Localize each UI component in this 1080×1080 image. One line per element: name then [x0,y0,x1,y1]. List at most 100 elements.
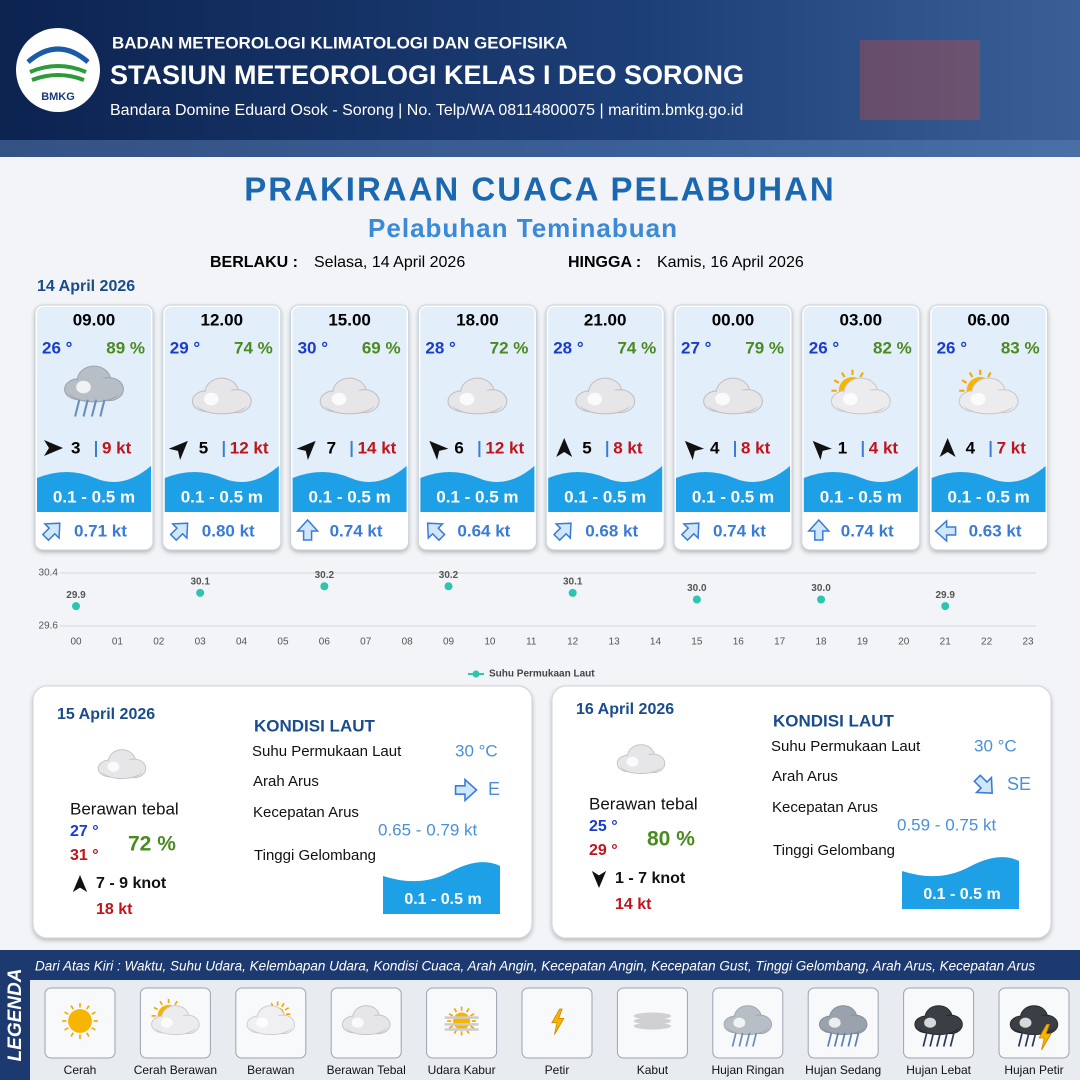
rain [90,399,98,417]
icon [62,1003,98,1039]
sun-ray [833,379,840,384]
cloud [961,389,1016,413]
cloud [76,380,91,394]
sea-value: 0.1 - 0.5 m [923,886,1000,903]
wave [383,862,500,914]
current-arrow [454,777,478,803]
slot-temp: 28 ° [425,338,456,357]
slot-temp: 26 ° [809,338,840,357]
sun-ray [174,1000,178,1006]
sea-label: Tinggi Gelombang [773,842,895,859]
wind-arrow [72,875,88,893]
sea-label: Suhu Permukaan Laut [771,738,921,755]
cloud [833,389,889,413]
cloud [733,1017,746,1028]
wave [292,466,407,512]
cloud [66,377,122,401]
current-arrow [295,518,320,541]
rain [752,1032,758,1047]
slot-humidity: 89 % [106,338,145,357]
slot-temp: 29 ° [170,338,201,357]
sun-ray [281,1002,285,1008]
sea-value: 0.59 - 0.75 kt [897,815,997,834]
cloud [1019,1017,1032,1028]
value-label: 30.1 [563,577,583,588]
sea-title: KONDISI LAUT [773,711,895,730]
slot-current: 0.64 kt [457,521,510,540]
cloud [153,1015,198,1034]
sun-ray [86,1032,90,1037]
icon [97,749,147,780]
legend-item: Petir [545,1063,570,1077]
sea-label: Kecepatan Arus [253,804,359,821]
logo [16,28,100,112]
rain [840,1032,846,1047]
icon [64,365,124,417]
validity-label: HINGGA : [568,254,641,271]
sun-ray [465,1008,470,1013]
sun [453,1012,471,1030]
rain [833,1032,839,1047]
value-label: 30.1 [190,577,210,588]
logo-mark [29,64,87,82]
subtitle: Pelabuhan Teminabuan [368,213,678,243]
x-tick-label: 15 [691,637,703,648]
sun-ray [91,1027,96,1031]
legend-item: Kabut [637,1063,669,1077]
slot-gust: 4 kt [869,438,899,457]
bolt [551,1008,565,1035]
sea-value: 0.1 - 0.5 m [404,891,481,908]
legend-band [0,950,1080,980]
cloud [107,761,120,772]
x-tick-label: 02 [153,637,165,648]
fog [633,1022,672,1030]
x-tick-label: 00 [70,637,82,648]
icon [914,1005,963,1047]
cloud [970,392,986,406]
icon [319,377,380,415]
icon [191,377,252,415]
icon [151,998,200,1036]
icon [444,1006,479,1036]
value-label: 29.9 [66,590,86,601]
legend-item: Berawan [247,1063,294,1077]
icon [703,377,763,415]
y-tick-label: 30.4 [39,568,59,579]
wave [37,466,151,512]
rain [82,399,89,417]
value-label: 30.0 [811,583,831,594]
slot-wind: 1 [838,438,847,457]
sun-ray [159,1000,163,1006]
value-label: 30.0 [687,583,707,594]
logo-text: BMKG [41,91,75,103]
slot-current: 0.74 kt [713,521,766,540]
sea-value: E [488,779,500,799]
slot-wind: 5 [199,438,208,457]
value-label: 30.2 [315,570,335,581]
rain [942,1032,948,1047]
wind: 7 - 9 knot [96,875,167,892]
cloud [248,1015,293,1034]
legend-item: Hujan Petir [1004,1063,1063,1077]
sea-label: Tinggi Gelombang [254,847,376,864]
sun-ray [70,1005,74,1010]
x-tick-label: 08 [402,637,414,648]
icon [575,377,636,415]
cloud [194,389,250,413]
x-tick-label: 09 [443,637,455,648]
sea-label: Arah Arus [772,768,838,785]
title: PRAKIRAAN CUACA PELABUHAN [244,171,835,208]
legend-item: Berawan Tebal [327,1063,406,1077]
slot-humidity: 69 % [362,338,401,357]
cloud [322,389,377,413]
point [568,588,577,597]
cloud [587,392,603,406]
slot-wind: 3 [71,438,80,457]
sun-ray [470,1013,475,1017]
sun-ray [840,371,846,378]
legend-title: LEGENDA [5,969,26,1062]
slot-humidity: 74 % [617,338,656,357]
header-deco [0,140,1080,157]
cloud [459,392,475,406]
slot-temp: 30 ° [298,338,329,357]
